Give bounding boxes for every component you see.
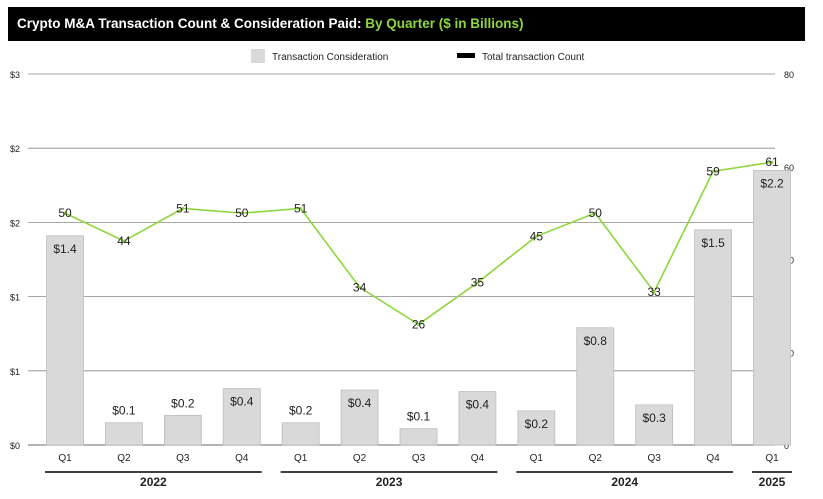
bar bbox=[694, 229, 732, 446]
bar bbox=[753, 170, 791, 446]
year-label: 2023 bbox=[376, 475, 403, 489]
bar bbox=[46, 235, 84, 446]
year-label: 2024 bbox=[611, 475, 638, 489]
category-label: Q4 bbox=[471, 453, 485, 464]
category-label: Q1 bbox=[530, 453, 544, 464]
bar-value-label: $0.2 bbox=[289, 404, 313, 418]
bar bbox=[163, 414, 202, 446]
bar-value-label: $0.1 bbox=[407, 410, 431, 424]
right-axis-tick-label: 60 bbox=[784, 163, 794, 173]
count-point bbox=[63, 211, 67, 215]
count-value-label: 51 bbox=[294, 201, 308, 215]
bar bbox=[281, 422, 320, 446]
count-point bbox=[122, 239, 126, 243]
category-label: Q3 bbox=[412, 453, 426, 464]
category-label: Q1 bbox=[765, 453, 779, 464]
bar-value-label: $2.2 bbox=[760, 176, 784, 190]
count-point bbox=[534, 234, 538, 238]
bar-value-label: $1.4 bbox=[53, 242, 77, 256]
count-value-label: 59 bbox=[706, 164, 720, 178]
year-label: 2025 bbox=[759, 475, 786, 489]
category-label: Q1 bbox=[58, 453, 72, 464]
category-label: Q3 bbox=[176, 453, 190, 464]
bar-value-label: $0.8 bbox=[584, 334, 608, 348]
left-axis-tick-label: $3 bbox=[10, 70, 20, 80]
category-label: Q4 bbox=[706, 453, 720, 464]
left-axis-tick-label: $1 bbox=[10, 293, 20, 303]
count-point bbox=[593, 211, 597, 215]
legend-swatch-bar bbox=[251, 49, 265, 63]
count-value-label: 50 bbox=[58, 206, 72, 220]
chart-title-accent: By Quarter ($ in Billions) bbox=[365, 16, 524, 31]
category-label: Q2 bbox=[117, 453, 131, 464]
bar-value-label: $0.1 bbox=[112, 404, 136, 418]
category-label: Q2 bbox=[353, 453, 367, 464]
bar-value-label: $1.5 bbox=[701, 236, 725, 250]
bar bbox=[340, 389, 379, 446]
left-axis-tick-label: $2 bbox=[10, 218, 20, 228]
bar bbox=[635, 404, 674, 446]
count-point bbox=[417, 322, 420, 326]
bar-value-label: $0.4 bbox=[348, 396, 372, 410]
category-label: Q1 bbox=[294, 453, 308, 464]
count-point bbox=[475, 281, 479, 285]
chart-title: Crypto M&A Transaction Count & Considera… bbox=[17, 16, 366, 31]
bar bbox=[105, 422, 143, 446]
count-value-label: 50 bbox=[589, 206, 603, 220]
bar bbox=[576, 327, 615, 446]
count-line bbox=[64, 161, 773, 326]
count-value-label: 35 bbox=[471, 276, 485, 290]
bar bbox=[222, 388, 261, 446]
year-label: 2022 bbox=[140, 475, 167, 489]
bar bbox=[458, 391, 497, 446]
bar bbox=[399, 428, 438, 446]
count-point bbox=[181, 206, 185, 210]
right-axis-tick-label: 80 bbox=[784, 70, 794, 80]
right-axis-tick-label: 0 bbox=[784, 441, 789, 451]
count-point bbox=[770, 160, 774, 164]
count-value-label: 50 bbox=[235, 206, 249, 220]
bar-value-label: $0.3 bbox=[642, 411, 666, 425]
left-axis-tick-label: $1 bbox=[10, 367, 20, 377]
count-point bbox=[652, 290, 656, 294]
left-axis-tick-label: $0 bbox=[10, 441, 20, 451]
count-point bbox=[240, 211, 244, 215]
category-label: Q2 bbox=[589, 453, 603, 464]
bar-value-label: $0.2 bbox=[171, 396, 195, 410]
count-point bbox=[299, 206, 303, 210]
count-value-label: 26 bbox=[412, 317, 426, 331]
legend-swatch-line bbox=[457, 53, 475, 58]
bar-value-label: $0.4 bbox=[230, 395, 254, 409]
left-axis-tick-label: $2 bbox=[10, 144, 20, 154]
legend-label: Transaction Consideration bbox=[272, 52, 388, 63]
count-point bbox=[358, 285, 362, 289]
bar-value-label: $0.2 bbox=[525, 417, 549, 431]
category-label: Q3 bbox=[647, 453, 661, 464]
count-value-label: 33 bbox=[647, 285, 661, 299]
bar bbox=[517, 410, 556, 446]
count-value-label: 61 bbox=[765, 155, 779, 169]
count-value-label: 44 bbox=[117, 234, 131, 248]
count-point bbox=[711, 169, 715, 173]
count-value-label: 51 bbox=[176, 201, 190, 215]
legend-label: Total transaction Count bbox=[482, 52, 585, 63]
bar-value-label: $0.4 bbox=[466, 398, 490, 412]
category-label: Q4 bbox=[235, 453, 249, 464]
count-value-label: 45 bbox=[530, 229, 544, 243]
chart-title-bar: Crypto M&A Transaction Count & Considera… bbox=[8, 7, 805, 41]
count-value-label: 34 bbox=[353, 280, 367, 294]
